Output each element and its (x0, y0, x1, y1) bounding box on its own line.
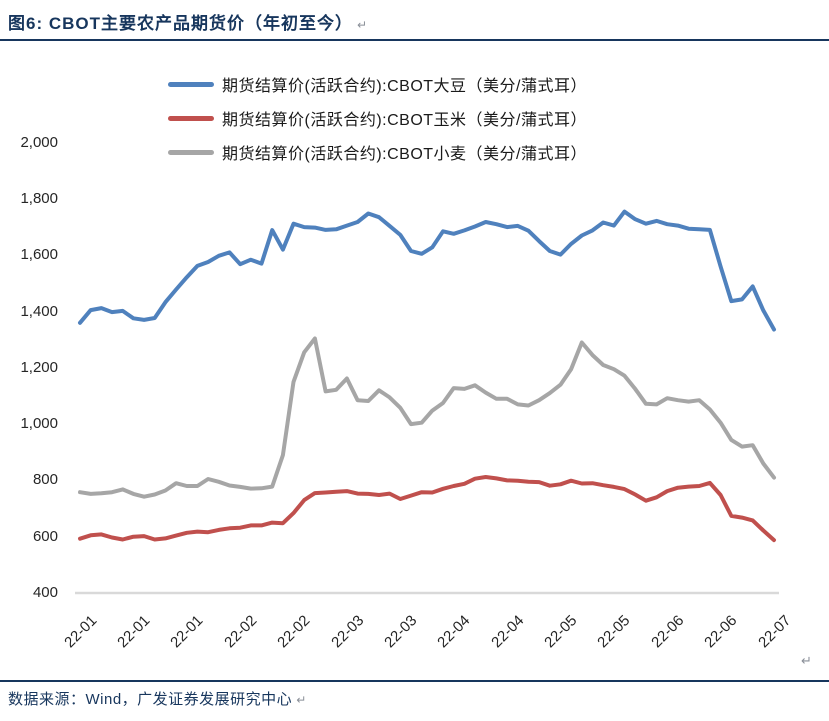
paragraph-mark-icon: ↵ (801, 653, 812, 668)
data-source-text: 数据来源：Wind，广发证券发展研究中心 (8, 691, 293, 708)
series-line-1 (78, 475, 776, 543)
legend-label-corn: 期货结算价(活跃合约):CBOT玉米（美分/蒲式耳） (222, 112, 587, 129)
series-line-0 (78, 209, 776, 332)
figure-header: 图6: CBOT主要农产品期货价（年初至今） ↵ (8, 9, 367, 34)
legend-label-soybean: 期货结算价(活跃合约):CBOT大豆（美分/蒲式耳） (222, 78, 587, 95)
corn-line-swatch-icon (168, 115, 214, 121)
paragraph-mark-icon: ↵ (296, 693, 307, 707)
legend-label-wheat: 期货结算价(活跃合约):CBOT小麦（美分/蒲式耳） (222, 146, 587, 163)
footer-rule (0, 680, 829, 682)
y-axis-tick-label: 400 (32, 584, 58, 601)
legend-item-corn: 期货结算价(活跃合约):CBOT玉米（美分/蒲式耳） (168, 108, 587, 129)
chart-legend: 期货结算价(活跃合约):CBOT大豆（美分/蒲式耳） 期货结算价(活跃合约):C… (168, 74, 587, 176)
wheat-line-swatch-icon (168, 149, 214, 155)
y-axis-tick-label: 600 (32, 527, 58, 545)
y-axis-tick-label: 800 (32, 471, 58, 489)
legend-item-soybean: 期货结算价(活跃合约):CBOT大豆（美分/蒲式耳） (168, 74, 587, 95)
title-rule (0, 39, 829, 41)
page-title: 图6: CBOT主要农产品期货价（年初至今） (8, 14, 353, 33)
series-line-2 (78, 336, 776, 499)
y-axis-tick-label: 1,000 (20, 415, 58, 433)
y-axis-tick-label: 2,000 (20, 133, 58, 151)
legend-item-wheat: 期货结算价(活跃合约):CBOT小麦（美分/蒲式耳） (168, 142, 587, 163)
figure-footer: 数据来源：Wind，广发证券发展研究中心 ↵ (8, 688, 306, 709)
soybean-line-swatch-icon (168, 81, 214, 87)
y-axis-tick-label: 1,200 (20, 358, 58, 376)
y-axis-tick-label: 1,800 (20, 189, 58, 207)
paragraph-mark-icon: ↵ (357, 18, 368, 32)
y-axis-tick-label: 1,600 (20, 246, 58, 264)
y-axis-tick-label: 1,400 (20, 302, 58, 320)
